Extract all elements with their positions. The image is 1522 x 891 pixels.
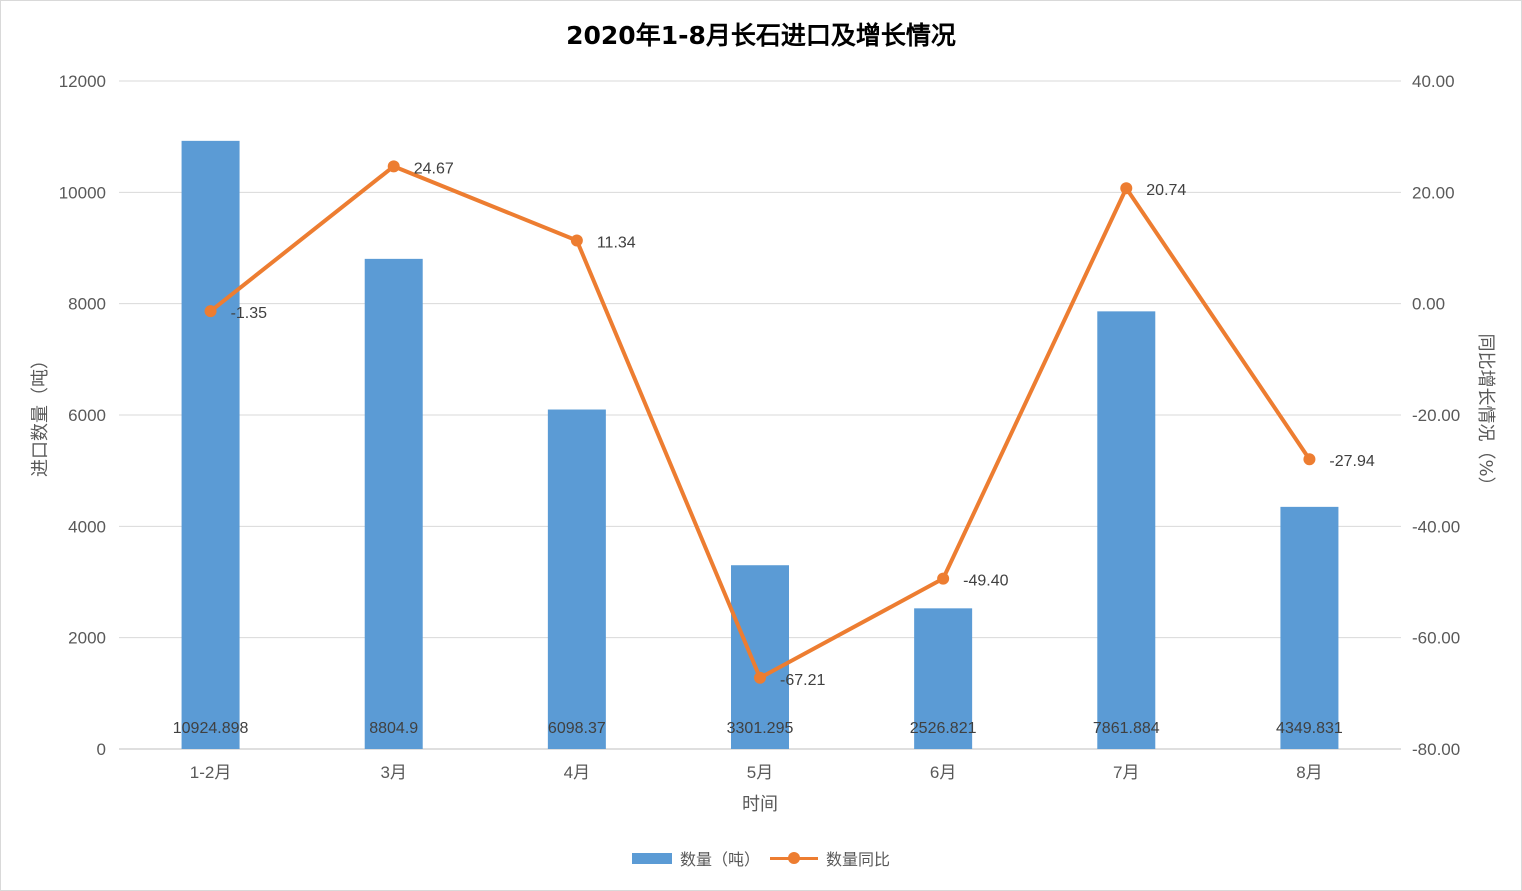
y2-tick-label: -60.00 bbox=[1412, 629, 1460, 648]
line-data-label: -67.21 bbox=[780, 672, 825, 689]
legend-label-bar: 数量（吨） bbox=[679, 850, 760, 869]
x-tick-label: 7月 bbox=[1113, 763, 1139, 782]
bar bbox=[731, 565, 789, 749]
y2-tick-label: -40.00 bbox=[1412, 517, 1460, 536]
line-series bbox=[204, 160, 1316, 684]
x-axis-title: 时间 bbox=[742, 794, 778, 815]
line-point bbox=[1120, 182, 1133, 195]
bar-data-label: 4349.831 bbox=[1276, 720, 1343, 737]
line-point bbox=[1303, 453, 1316, 466]
gridlines bbox=[119, 80, 1401, 750]
legend-item-bar: 数量（吨） bbox=[631, 846, 760, 870]
y-tick-label: 4000 bbox=[68, 517, 106, 536]
bar-data-label: 6098.37 bbox=[548, 720, 606, 737]
line-point bbox=[387, 160, 400, 173]
line-data-labels: -1.35 24.67 11.34 -67.21 -49.40 20.74 -27.94 bbox=[231, 160, 1375, 688]
line-point bbox=[570, 234, 583, 247]
y-tick-label: 12000 bbox=[59, 72, 106, 91]
x-tick-label: 6月 bbox=[930, 763, 956, 782]
y-tick-label: 2000 bbox=[68, 629, 106, 648]
line-point bbox=[937, 572, 950, 585]
y2-tick-label: -80.00 bbox=[1412, 740, 1460, 759]
x-tick-label: 5月 bbox=[747, 763, 773, 782]
line-data-label: -49.40 bbox=[963, 573, 1008, 590]
line-data-label: -1.35 bbox=[231, 305, 268, 322]
legend-item-line: 数量同比 bbox=[770, 846, 890, 870]
y2-tick-label: 20.00 bbox=[1412, 183, 1455, 202]
line-data-label: 24.67 bbox=[414, 160, 454, 177]
x-tick-label: 8月 bbox=[1296, 763, 1322, 782]
bar bbox=[1097, 311, 1156, 749]
x-axis-ticks: 1-2月 3月 4月 5月 6月 7月 8月 bbox=[190, 763, 1323, 782]
bar bbox=[547, 409, 606, 749]
bar-data-labels: 10924.898 8804.9 6098.37 3301.295 2526.821 78… bbox=[173, 720, 1343, 737]
legend-swatch-line bbox=[770, 852, 818, 864]
y2-tick-label: 0.00 bbox=[1412, 295, 1445, 314]
line-data-label: 20.74 bbox=[1146, 182, 1186, 199]
bar bbox=[181, 140, 240, 749]
x-tick-label: 1-2月 bbox=[190, 763, 232, 782]
y-tick-label: 0 bbox=[97, 740, 106, 759]
line-data-label: -27.94 bbox=[1329, 453, 1374, 470]
y2-axis-title: 同比增长情况（%） bbox=[1475, 333, 1496, 494]
bar-data-label: 2526.821 bbox=[910, 720, 977, 737]
line-data-label: 11.34 bbox=[597, 235, 636, 252]
y2-axis-ticks: -80.00 -60.00 -40.00 -20.00 0.00 20.00 40.00 bbox=[1412, 72, 1460, 759]
chart-title: 2020年1-8月长石进口及增长情况 bbox=[566, 21, 956, 50]
bar bbox=[364, 258, 423, 749]
y-tick-label: 6000 bbox=[68, 406, 106, 425]
legend-swatch-bar bbox=[631, 852, 672, 864]
y2-tick-label: 40.00 bbox=[1412, 72, 1455, 91]
bar-data-label: 7861.884 bbox=[1093, 720, 1160, 737]
bar bbox=[914, 608, 973, 749]
legend-label-line: 数量同比 bbox=[826, 850, 891, 869]
legend: 数量（吨） 数量同比 bbox=[0, 846, 1522, 870]
y-tick-label: 8000 bbox=[68, 295, 106, 314]
line-point bbox=[754, 671, 766, 684]
y-axis-ticks: 0 2000 4000 6000 8000 10000 12000 bbox=[59, 72, 106, 759]
y-tick-label: 10000 bbox=[59, 183, 106, 202]
bar-data-label: 8804.9 bbox=[369, 720, 418, 737]
x-tick-label: 4月 bbox=[564, 763, 590, 782]
bar-data-label: 3301.295 bbox=[727, 720, 794, 737]
x-tick-label: 3月 bbox=[380, 763, 406, 782]
y-axis-title: 进口数量（吨） bbox=[30, 351, 51, 477]
y2-tick-label: -20.00 bbox=[1412, 406, 1460, 425]
bar bbox=[1280, 506, 1339, 749]
line-point bbox=[204, 305, 217, 318]
bar-series bbox=[181, 140, 1339, 749]
bar-data-label: 10924.898 bbox=[173, 720, 249, 737]
